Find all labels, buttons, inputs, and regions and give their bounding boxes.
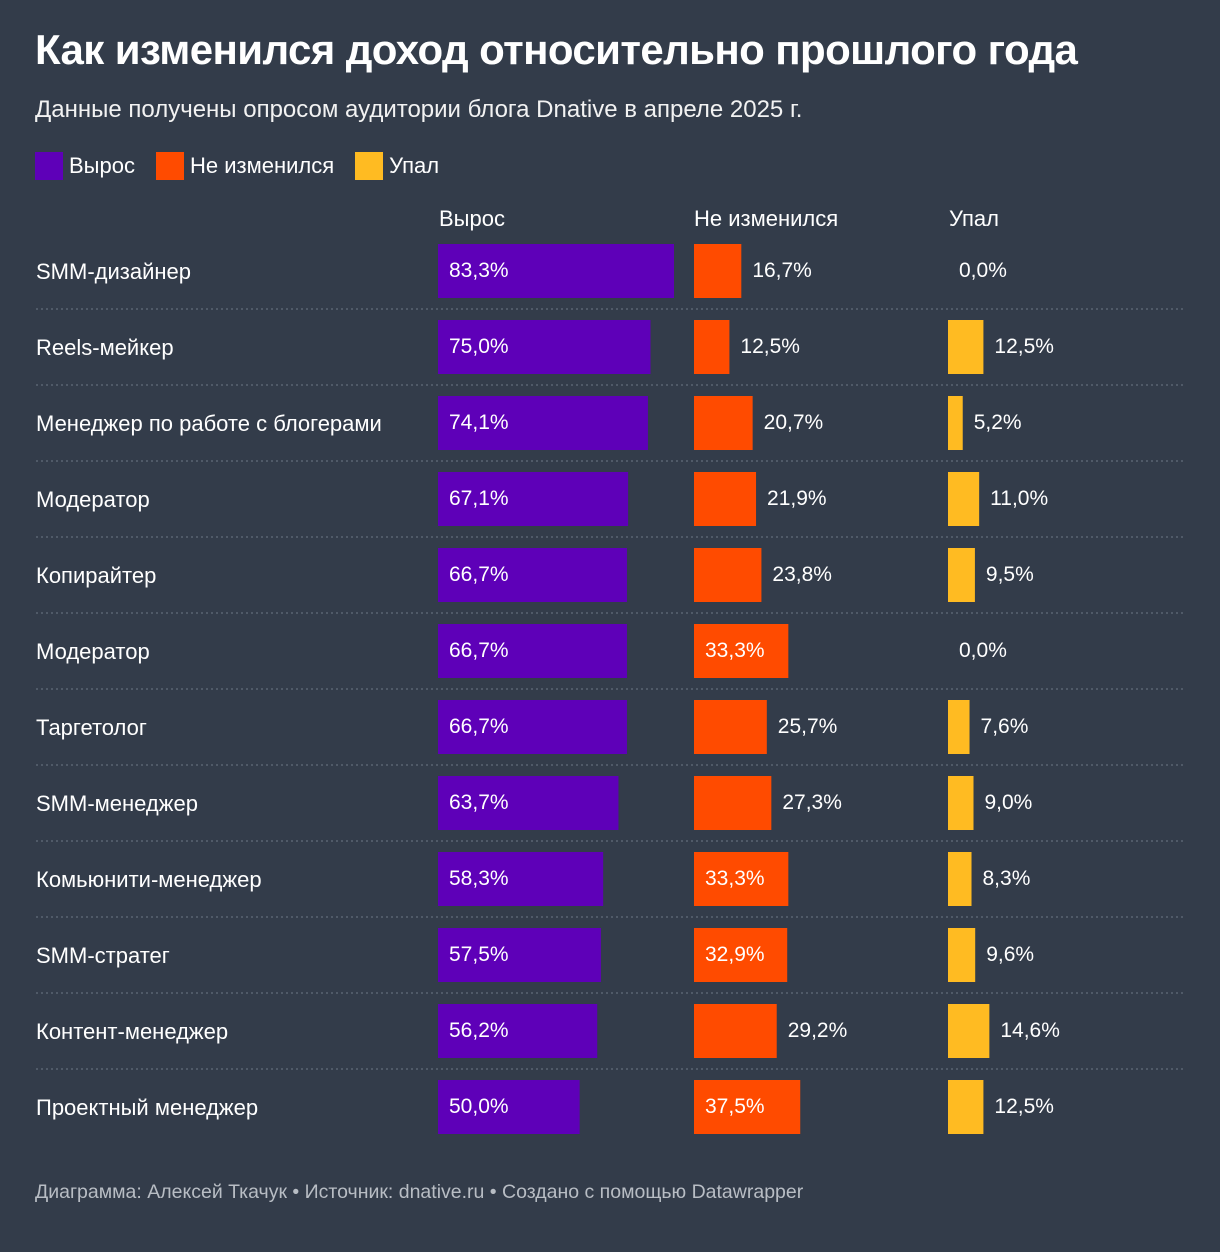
bar-grew	[438, 320, 651, 374]
row-label: Таргетолог	[36, 715, 147, 740]
value-label-fell: 0,0%	[959, 259, 1007, 282]
bar-unchanged	[694, 396, 753, 450]
bar-unchanged	[694, 1004, 777, 1058]
legend-swatch-fell	[355, 152, 384, 180]
footer-credits: Диаграмма: Алексей Ткачук • Источник: dn…	[35, 1181, 804, 1203]
bar-unchanged	[694, 928, 788, 982]
bar-unchanged	[694, 776, 772, 830]
row-label: Reels-мейкер	[36, 335, 174, 360]
bar-grew	[438, 472, 629, 526]
bar-grew	[438, 1080, 580, 1134]
value-label-fell: 9,6%	[986, 943, 1034, 966]
value-label-grew: 66,7%	[449, 639, 509, 662]
value-label-unchanged: 25,7%	[778, 715, 838, 738]
chart-subtitle: Данные получены опросом аудитории блога …	[35, 96, 803, 123]
bar-unchanged	[694, 548, 762, 602]
value-label-unchanged: 20,7%	[764, 411, 824, 434]
value-label-unchanged: 21,9%	[767, 487, 827, 510]
bar-fell	[948, 776, 974, 830]
bar-unchanged	[694, 624, 789, 678]
bar-fell	[948, 700, 970, 754]
value-label-grew: 83,3%	[449, 259, 509, 282]
value-label-unchanged: 27,3%	[782, 791, 842, 814]
bar-grew	[438, 548, 627, 602]
value-label-unchanged: 33,3%	[705, 639, 765, 662]
bar-fell	[948, 320, 984, 374]
bar-unchanged	[694, 852, 789, 906]
bar-grew	[438, 396, 648, 450]
value-label-fell: 7,6%	[981, 715, 1029, 738]
value-label-fell: 14,6%	[1000, 1019, 1060, 1042]
bar-fell	[948, 548, 975, 602]
value-label-unchanged: 23,8%	[772, 563, 832, 586]
row-label: Модератор	[36, 487, 150, 512]
value-label-grew: 63,7%	[449, 791, 509, 814]
bar-grew	[438, 244, 674, 298]
row-label: Контент-менеджер	[36, 1019, 228, 1044]
legend-swatch-unchanged	[155, 152, 184, 180]
value-label-grew: 66,7%	[449, 563, 509, 586]
value-label-unchanged: 33,3%	[705, 867, 765, 890]
value-label-fell: 8,3%	[983, 867, 1031, 890]
bar-fell	[948, 472, 980, 526]
bar-grew	[438, 852, 604, 906]
value-label-grew: 75,0%	[449, 335, 509, 358]
bar-unchanged	[694, 320, 730, 374]
bar-fell	[948, 396, 963, 450]
legend-label-unchanged: Не изменился	[189, 153, 335, 178]
value-label-fell: 0,0%	[959, 639, 1007, 662]
legend: Вырос Не изменился Упал	[35, 152, 460, 180]
row-label: SMM-менеджер	[36, 791, 198, 816]
column-header-unchanged: Не изменился	[694, 206, 839, 231]
bar-unchanged	[694, 244, 742, 298]
bar-fell	[948, 1080, 984, 1134]
row-label: Модератор	[36, 639, 150, 664]
bar-fell	[948, 852, 972, 906]
bar-grew	[438, 1004, 598, 1058]
bar-fell	[948, 1004, 990, 1058]
bar-grew	[438, 700, 627, 754]
bar-unchanged	[694, 472, 757, 526]
row-label: Проектный менеджер	[36, 1095, 258, 1120]
row-label: SMM-стратег	[36, 943, 170, 968]
legend-label-grew: Вырос	[69, 153, 135, 178]
column-header-grew: Вырос	[439, 206, 505, 231]
value-label-grew: 66,7%	[449, 715, 509, 738]
column-header-fell: Упал	[949, 206, 999, 231]
value-label-unchanged: 16,7%	[752, 259, 812, 282]
row-label: Менеджер по работе с блогерами	[36, 411, 382, 436]
bar-grew	[438, 776, 619, 830]
value-label-fell: 12,5%	[994, 1095, 1054, 1118]
bar-grew	[438, 624, 627, 678]
value-label-grew: 58,3%	[449, 867, 509, 890]
value-label-unchanged: 37,5%	[705, 1095, 765, 1118]
value-label-grew: 50,0%	[449, 1095, 509, 1118]
legend-item-grew: Вырос	[35, 152, 135, 180]
value-label-fell: 11,0%	[990, 487, 1048, 510]
chart-title: Как изменился доход относительно прошлог…	[35, 26, 1078, 73]
value-label-fell: 12,5%	[994, 335, 1054, 358]
value-label-fell: 9,0%	[984, 791, 1032, 814]
legend-item-unchanged: Не изменился	[155, 152, 335, 180]
legend-item-fell: Упал	[355, 152, 439, 180]
value-label-grew: 56,2%	[449, 1019, 509, 1042]
bar-fell	[948, 928, 976, 982]
value-label-fell: 5,2%	[974, 411, 1022, 434]
bar-unchanged	[694, 700, 767, 754]
bar-grew	[438, 928, 601, 982]
value-label-grew: 74,1%	[449, 411, 509, 434]
value-label-unchanged: 32,9%	[705, 943, 765, 966]
value-label-grew: 57,5%	[449, 943, 509, 966]
value-label-unchanged: 12,5%	[740, 335, 800, 358]
row-label: Комьюнити-менеджер	[36, 867, 262, 892]
row-label: Копирайтер	[36, 563, 156, 588]
value-label-fell: 9,5%	[986, 563, 1034, 586]
value-label-grew: 67,1%	[449, 487, 509, 510]
value-label-unchanged: 29,2%	[788, 1019, 848, 1042]
bar-unchanged	[694, 1080, 801, 1134]
legend-label-fell: Упал	[389, 153, 440, 178]
row-label: SMM-дизайнер	[36, 259, 191, 284]
legend-swatch-grew	[35, 152, 63, 180]
